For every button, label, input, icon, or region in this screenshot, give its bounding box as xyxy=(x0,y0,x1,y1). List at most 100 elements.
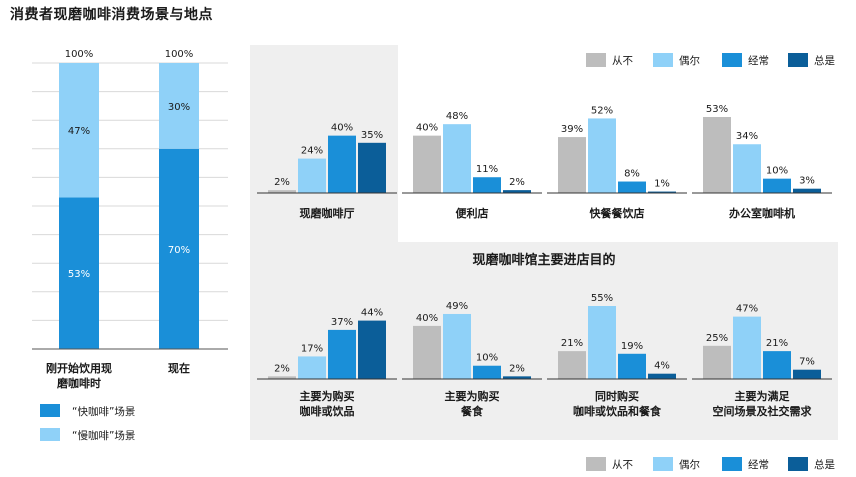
panel-background xyxy=(250,45,838,440)
bar xyxy=(298,158,326,193)
data-label: 39% xyxy=(561,124,583,135)
bar xyxy=(618,181,646,193)
category-label: 咖啡或饮品 xyxy=(300,404,355,418)
bar xyxy=(443,313,471,379)
data-label: 37% xyxy=(331,317,353,328)
category-label: 磨咖啡时 xyxy=(56,376,101,390)
bar xyxy=(558,351,586,379)
data-label: 3% xyxy=(799,176,815,187)
category-label: 空间场景及社交需求 xyxy=(713,404,813,418)
legend-label: 总是 xyxy=(814,54,835,67)
data-label: 10% xyxy=(476,353,498,364)
legend-swatch xyxy=(586,457,606,471)
bar xyxy=(443,124,471,193)
legend-label: 总是 xyxy=(814,458,835,471)
panel-title: 现磨咖啡馆主要进店目的 xyxy=(472,252,615,268)
legend-label: 从不 xyxy=(612,55,633,67)
bar xyxy=(703,117,731,193)
bar xyxy=(328,329,356,379)
bar xyxy=(503,376,531,379)
data-label: 21% xyxy=(561,338,583,349)
category-label: 主要为购买 xyxy=(445,389,500,403)
legend-swatch xyxy=(40,428,60,441)
data-label: 40% xyxy=(416,313,438,324)
data-label: 4% xyxy=(654,361,670,372)
data-label: 2% xyxy=(274,363,290,374)
legend-label: 从不 xyxy=(612,459,633,471)
data-label: 53% xyxy=(706,104,728,115)
bar xyxy=(503,190,531,193)
legend-swatch xyxy=(586,53,606,67)
data-label: 1% xyxy=(654,179,670,190)
data-label: 17% xyxy=(301,343,323,354)
data-label: 52% xyxy=(591,105,613,116)
data-label: 19% xyxy=(621,341,643,352)
data-label: 11% xyxy=(476,164,498,175)
legend-swatch xyxy=(40,404,60,417)
bar xyxy=(763,178,791,193)
data-label: 47% xyxy=(68,126,90,137)
legend-swatch xyxy=(788,53,808,67)
legend-label: “快咖啡”场景 xyxy=(72,405,135,418)
data-label: 2% xyxy=(509,363,525,374)
data-label: 30% xyxy=(168,102,190,113)
data-label: 2% xyxy=(509,177,525,188)
legend-swatch xyxy=(653,457,673,471)
data-label: 49% xyxy=(446,301,468,312)
category-label: 主要为购买 xyxy=(300,389,355,403)
data-label: 35% xyxy=(361,130,383,141)
data-label: 21% xyxy=(766,338,788,349)
category-label: 便利店 xyxy=(456,206,489,220)
legend-label: 经常 xyxy=(748,54,769,67)
data-label: 25% xyxy=(706,333,728,344)
bar xyxy=(358,142,386,193)
total-label: 100% xyxy=(65,49,94,60)
data-label: 40% xyxy=(416,123,438,134)
category-label: 咖啡或饮品和餐食 xyxy=(573,404,662,418)
bar xyxy=(648,373,676,379)
bar xyxy=(358,320,386,379)
page-title: 消费者现磨咖啡消费场景与地点 xyxy=(10,7,213,23)
data-label: 10% xyxy=(766,166,788,177)
bar xyxy=(413,135,441,193)
bar xyxy=(733,316,761,379)
data-label: 53% xyxy=(68,269,90,280)
legend-swatch xyxy=(788,457,808,471)
data-label: 7% xyxy=(799,357,815,368)
data-label: 70% xyxy=(168,245,190,256)
data-label: 40% xyxy=(331,123,353,134)
category-label: 刚开始饮用现 xyxy=(46,361,112,375)
bar xyxy=(298,356,326,379)
bar xyxy=(268,190,296,193)
bar xyxy=(588,306,616,379)
category-label: 主要为满足 xyxy=(735,389,791,403)
data-label: 2% xyxy=(274,177,290,188)
bar xyxy=(793,188,821,193)
category-label: 现在 xyxy=(168,361,190,375)
data-label: 8% xyxy=(624,169,640,180)
legend-swatch xyxy=(653,53,673,67)
bar-segment xyxy=(159,148,199,349)
category-label: 现磨咖啡厅 xyxy=(300,206,355,220)
bar xyxy=(588,118,616,193)
legend-swatch xyxy=(722,53,742,67)
category-label: 快餐餐饮店 xyxy=(589,206,645,220)
bar xyxy=(733,144,761,193)
bar xyxy=(763,351,791,379)
data-label: 47% xyxy=(736,304,758,315)
legend-label: 偶尔 xyxy=(679,54,700,67)
data-label: 44% xyxy=(361,308,383,319)
data-label: 24% xyxy=(301,146,323,157)
bar xyxy=(473,365,501,379)
bar xyxy=(703,345,731,379)
bar-segment xyxy=(59,63,99,198)
bar xyxy=(328,135,356,193)
bar-segment xyxy=(59,197,99,349)
data-label: 34% xyxy=(736,131,758,142)
data-label: 48% xyxy=(446,111,468,122)
category-label: 同时购买 xyxy=(595,389,639,403)
legend-label: “慢咖啡”场景 xyxy=(72,429,135,442)
bar xyxy=(618,353,646,379)
bar-segment xyxy=(159,63,199,149)
bar xyxy=(268,376,296,379)
